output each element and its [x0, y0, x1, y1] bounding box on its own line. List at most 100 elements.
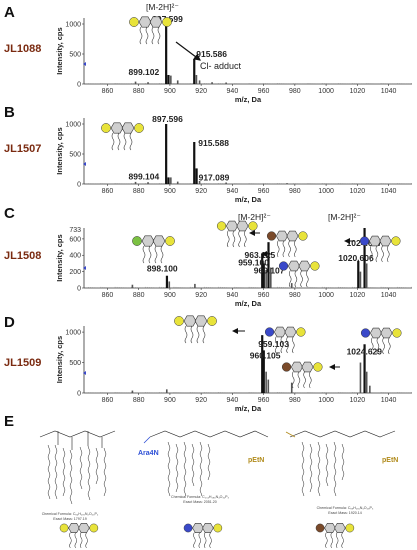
x-tick-label-B: 960	[258, 188, 270, 195]
y-axis-title-C: Intensity, cps	[55, 234, 64, 281]
lipid-a-cartoon-d3	[281, 361, 323, 389]
phosphate-group-icon	[310, 261, 320, 271]
chart-panel-c: 0 200 400 600 733 860 880 900 920 940 960 980 1000 10…	[55, 227, 412, 308]
phosphate-group-icon	[392, 328, 402, 338]
peak-bar	[165, 275, 169, 288]
acyl-chain-icon	[294, 270, 298, 288]
phosphate-group-icon	[359, 236, 370, 246]
x-axis-title-D: m/z, Da	[235, 404, 262, 413]
sugar-ring-icon	[301, 361, 314, 373]
x-tick-label-C: 1040	[381, 292, 397, 299]
strain-label-jl1507: JL1507	[4, 143, 42, 155]
minor-peak	[147, 182, 149, 184]
acyl-chain-icon	[303, 371, 306, 389]
structure-2: Ara4N pEtN Chemical Formula: C₁₀₄H₁₉₆N₄O…	[138, 430, 269, 504]
chart-panel-d: 0 500 1000 860 880 900 920 940 960 980 1000 1020 104…	[55, 326, 412, 413]
x-tick-label-B: 880	[133, 188, 145, 195]
acyl-chain-icon	[204, 532, 207, 548]
lipid-a-cartoon-b	[101, 122, 144, 151]
x-tick-label-B: 920	[195, 188, 207, 195]
sugar-ring-icon	[121, 122, 135, 134]
peak-label: 917.089	[199, 172, 230, 182]
sugar-ring-icon	[149, 16, 163, 28]
phosphate-group-icon	[264, 327, 275, 337]
lipid-a-cartoon-a	[129, 16, 172, 45]
mass-3: Exact Mass: 1920.14	[328, 511, 362, 515]
x-tick-label-D: 900	[164, 397, 176, 404]
sugar-ring-icon	[138, 16, 152, 28]
annotation-cl-adduct: Cl- adduct	[200, 61, 242, 71]
x-axis-title-B: m/z, Da	[235, 195, 262, 204]
minor-peak	[290, 283, 293, 288]
acyl-chain-icon	[244, 230, 247, 248]
phosphate-group-icon	[360, 328, 371, 338]
sugar-ring-icon	[225, 220, 239, 232]
minor-peak	[170, 75, 172, 84]
acyl-chain-icon	[387, 245, 390, 263]
axis-marker-icon	[83, 371, 86, 375]
phosphate-group-icon	[296, 327, 306, 337]
sugar-ring-icon	[380, 327, 393, 339]
y-tick-label-C: 400	[69, 253, 81, 260]
acyl-chain-icon	[300, 270, 303, 288]
acyl-chain-icon	[226, 230, 230, 248]
acyl-chain-icon	[376, 337, 380, 355]
acyl-chain-icon	[69, 532, 72, 548]
minor-peak	[270, 267, 272, 288]
acyl-chain-icon	[202, 325, 206, 344]
acyl-chain-icon	[160, 245, 164, 264]
minor-peak	[225, 82, 227, 84]
peak-bar	[262, 350, 265, 393]
minor-peak	[286, 183, 288, 184]
acyl-chain-icon	[336, 532, 339, 548]
y-tick-label-C: 600	[69, 236, 81, 243]
x-tick-label-D: 880	[133, 397, 145, 404]
peak-bar	[363, 344, 366, 393]
peak-label: 959.100	[238, 258, 269, 268]
acyl-chain-icon	[306, 270, 309, 288]
sugar-ring-icon	[236, 220, 249, 232]
formula-3: Chemical Formula: C₉₉H₁₉₁N₃O₂₈P₃	[317, 506, 374, 510]
sugar-ring-icon	[141, 235, 155, 247]
acyl-chain-icon	[288, 270, 292, 288]
x-tick-label-B: 900	[164, 188, 176, 195]
formula-2: Chemical Formula: C₁₀₄H₁₉₆N₄O₃₁P₃	[171, 495, 230, 499]
x-tick-label-A: 960	[258, 88, 270, 95]
acyl-chain-icon	[341, 532, 344, 548]
acyl-chain-icon	[193, 532, 196, 548]
minor-peak	[194, 283, 196, 288]
axis-marker-icon	[83, 266, 86, 270]
lipid-a-cartoon-c2	[216, 220, 258, 248]
y-tick-label-A: 1000	[65, 21, 81, 28]
minor-peak	[147, 82, 149, 84]
peak-label: 960.107	[254, 265, 285, 275]
x-tick-label-D: 940	[227, 397, 239, 404]
ion-label-c2: [M-2H]²⁻	[328, 212, 361, 222]
x-tick-label-B: 1000	[318, 188, 334, 195]
acyl-chain-icon	[232, 230, 236, 248]
x-tick-label-C: 920	[195, 292, 207, 299]
peak-bar	[267, 242, 270, 288]
mass-1: Exact Mass: 1797.19	[53, 517, 87, 521]
acyl-chain-icon	[157, 26, 161, 45]
sugar-ring-icon	[68, 523, 80, 533]
x-tick-label-D: 1040	[381, 397, 397, 404]
acyl-chain-icon	[381, 245, 384, 263]
phosphate-group-icon	[101, 123, 111, 133]
acyl-chain-icon	[294, 240, 297, 258]
acyl-chain-icon	[369, 245, 373, 263]
acyl-chain-icon	[151, 26, 155, 45]
acyl-chain-icon	[148, 245, 152, 264]
acyl-chain-icon	[123, 132, 127, 151]
lipid-a-cartoon-d1	[174, 315, 217, 344]
acyl-chain-icon	[80, 532, 83, 548]
peak-label: 899.104	[129, 171, 160, 181]
minor-peak	[168, 281, 171, 288]
x-tick-label-A: 860	[102, 88, 114, 95]
acyl-chain-icon	[375, 245, 379, 263]
acyl-chain-icon	[276, 240, 280, 258]
sugar-ring-icon	[379, 235, 392, 247]
y-tick-label-B: 0	[77, 181, 81, 188]
y-tick-label-D: 500	[69, 360, 81, 367]
